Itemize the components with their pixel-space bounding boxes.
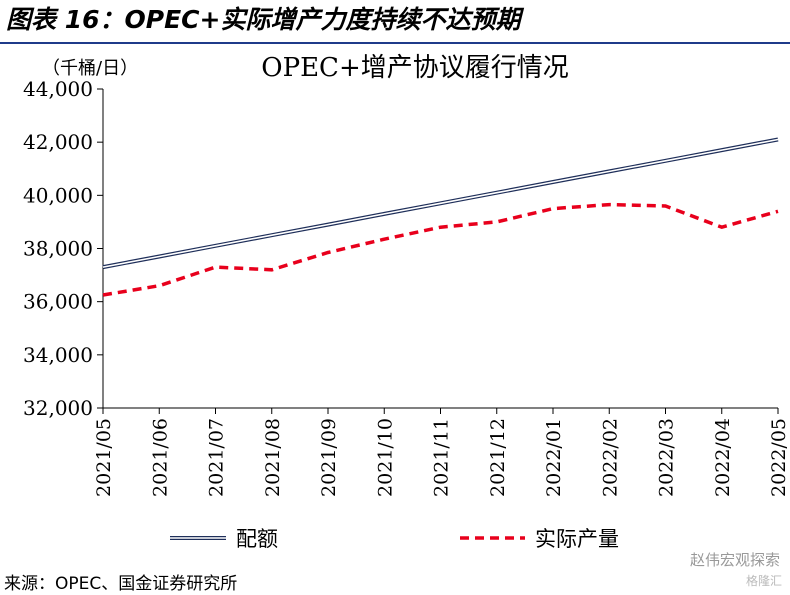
legend: 配额 实际产量 <box>170 527 619 551</box>
legend-label: 配额 <box>236 527 278 551</box>
series-actual-line <box>102 202 779 297</box>
source-note: 来源：OPEC、国金证券研究所 <box>4 574 238 594</box>
x-tick-label: 2021/09 <box>318 418 340 497</box>
x-tick-label: 2022/01 <box>543 418 565 497</box>
x-tick-label: 2022/04 <box>712 418 734 497</box>
title-rule <box>0 42 790 44</box>
x-tick-label: 2021/06 <box>149 418 171 497</box>
y-unit-label: （千桶/日） <box>42 58 138 79</box>
x-tick-label: 2022/05 <box>768 418 790 497</box>
x-tick-label: 2021/11 <box>431 418 453 497</box>
x-tick-label: 2021/08 <box>262 418 284 497</box>
y-tick-label: 34,000 <box>23 343 93 367</box>
x-tick-label: 2021/12 <box>487 418 509 497</box>
x-tick-label: 2022/02 <box>599 418 621 497</box>
x-tick-label: 2021/10 <box>374 418 396 497</box>
axes: 32,000 34,000 36,000 38,000 40,000 42,000 44,0… <box>23 77 790 497</box>
watermark: 赵伟宏观探索 <box>689 551 780 569</box>
x-tick-label: 2022/03 <box>656 418 678 497</box>
line-chart: OPEC+增产协议履行情况 （千桶/日） 32,00034,00036,0003… <box>23 53 790 551</box>
watermark-sub: 格隆汇 <box>745 574 782 588</box>
y-tick-label: 32,000 <box>23 396 93 420</box>
plot-area <box>102 137 779 297</box>
y-tick-label: 42,000 <box>23 130 93 154</box>
y-tick-label: 38,000 <box>23 237 93 261</box>
y-tick-label: 36,000 <box>23 290 93 314</box>
figure-title: 图表 16：OPEC+实际增产力度持续不达预期 <box>6 5 521 34</box>
legend-label: 实际产量 <box>535 527 619 551</box>
chart-container: OPEC+增产协议履行情况 （千桶/日） 32,000 34,000 36,000 3… <box>0 44 790 564</box>
chart-title: OPEC+增产协议履行情况 <box>261 53 568 83</box>
x-tick-label: 2021/07 <box>206 418 228 497</box>
y-tick-label: 44,000 <box>23 77 93 101</box>
y-tick-label: 40,000 <box>23 183 93 207</box>
x-tick-label: 2021/05 <box>93 418 115 497</box>
series-quota-line-inner <box>102 138 779 268</box>
